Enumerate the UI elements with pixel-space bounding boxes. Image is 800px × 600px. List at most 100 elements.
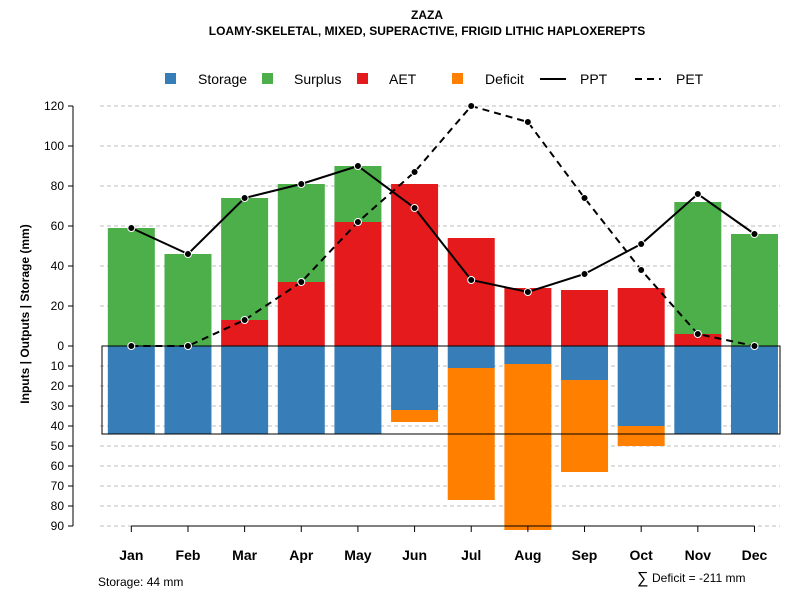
pet-point — [467, 102, 476, 110]
ppt-point — [750, 230, 759, 238]
chart-subtitle: LOAMY-SKELETAL, MIXED, SUPERACTIVE, FRIG… — [209, 24, 645, 38]
y-tick-label: 70 — [51, 479, 65, 493]
legend-ppt-label: PPT — [580, 71, 608, 87]
legend-storage-label: Storage — [198, 71, 247, 87]
deficit-note-symbol: ∑ — [637, 570, 648, 587]
storage-bar — [277, 346, 325, 434]
storage-bar — [447, 346, 495, 368]
month-label: Apr — [289, 547, 314, 563]
series-lines — [102, 104, 780, 347]
y-tick-label: 20 — [51, 379, 65, 393]
x-axis: Jan Feb Mar Apr May Jun Jul Aug Sep Oct Nov Dec — [119, 525, 768, 563]
ppt-point — [523, 288, 532, 296]
aet-bar — [277, 282, 325, 346]
ppt-point — [127, 224, 136, 232]
surplus-bar — [674, 202, 722, 334]
y-axis-label: Inputs | Outputs | Storage (mm) — [18, 224, 32, 403]
legend-deficit-label: Deficit — [485, 71, 524, 87]
pet-point — [580, 194, 589, 202]
deficit-bar — [504, 364, 552, 530]
month-label: Aug — [514, 547, 541, 563]
storage-bar — [561, 346, 609, 380]
surplus-bar — [221, 198, 269, 320]
deficit-note: Deficit = -211 mm — [652, 571, 745, 585]
month-label: Oct — [630, 547, 654, 563]
pet-point — [410, 168, 419, 176]
storage-bar — [504, 346, 552, 364]
aet-bar — [334, 222, 382, 346]
legend-surplus-swatch — [262, 73, 273, 84]
month-label: Sep — [572, 547, 598, 563]
pet-point — [297, 278, 306, 286]
y-tick-label: 80 — [51, 179, 65, 193]
y-tick-label: 0 — [57, 339, 64, 353]
storage-bar — [221, 346, 269, 434]
storage-bar — [617, 346, 665, 426]
storage-bar — [334, 346, 382, 434]
surplus-bar — [730, 234, 778, 346]
storage-bar — [164, 346, 212, 434]
aet-bar — [561, 290, 609, 346]
aet-bar — [221, 320, 269, 346]
surplus-bar — [277, 184, 325, 282]
y-tick-label: 120 — [44, 99, 64, 113]
month-label: Mar — [232, 547, 257, 563]
y-tick-label: 50 — [51, 439, 65, 453]
storage-bar — [391, 346, 439, 410]
month-label: May — [344, 547, 371, 563]
month-label: Dec — [742, 547, 768, 563]
legend-aet-label: AET — [389, 71, 417, 87]
deficit-bar — [617, 426, 665, 446]
ppt-point — [410, 204, 419, 212]
pet-point — [353, 218, 362, 226]
y-tick-label: 90 — [51, 519, 65, 533]
deficit-bar — [561, 380, 609, 472]
y-tick-label: 20 — [51, 299, 65, 313]
pet-point — [183, 342, 192, 350]
pet-point — [240, 316, 249, 324]
ppt-point — [353, 162, 362, 170]
month-label: Nov — [685, 547, 712, 563]
bars — [107, 166, 778, 530]
storage-note: Storage: 44 mm — [98, 575, 183, 589]
pet-point — [127, 342, 136, 350]
pet-point — [637, 266, 646, 274]
aet-bar — [617, 288, 665, 346]
ppt-point — [580, 270, 589, 278]
ppt-line — [130, 164, 756, 294]
series-points — [127, 102, 759, 350]
aet-bar — [447, 238, 495, 346]
aet-bar — [504, 288, 552, 346]
pet-point — [750, 342, 759, 350]
legend: Storage Surplus AET Deficit PPT PET — [165, 71, 704, 87]
pet-point — [523, 118, 532, 126]
y-tick-label: 60 — [51, 459, 65, 473]
month-label: Jul — [461, 547, 481, 563]
storage-bar — [674, 346, 722, 434]
surplus-bar — [164, 254, 212, 346]
ppt-point — [467, 276, 476, 284]
pet-line — [131, 104, 755, 347]
month-label: Jan — [119, 547, 143, 563]
y-tick-label: 40 — [51, 259, 65, 273]
chart-title: ZAZA — [411, 8, 443, 22]
surplus-bar — [334, 166, 382, 222]
month-label: Feb — [176, 547, 201, 563]
legend-pet-label: PET — [676, 71, 704, 87]
legend-surplus-label: Surplus — [294, 71, 341, 87]
y-tick-label: 100 — [44, 139, 64, 153]
y-tick-label: 10 — [51, 359, 65, 373]
ppt-point — [637, 240, 646, 248]
legend-storage-swatch — [165, 73, 176, 84]
y-tick-label: 40 — [51, 419, 65, 433]
y-tick-label: 30 — [51, 399, 65, 413]
ppt-point — [297, 180, 306, 188]
y-tick-label: 80 — [51, 499, 65, 513]
ppt-point — [693, 190, 702, 198]
legend-aet-swatch — [357, 73, 368, 84]
surplus-bar — [107, 228, 155, 346]
y-tick-label: 60 — [51, 219, 65, 233]
ppt-point — [183, 250, 192, 258]
pet-point — [693, 330, 702, 338]
